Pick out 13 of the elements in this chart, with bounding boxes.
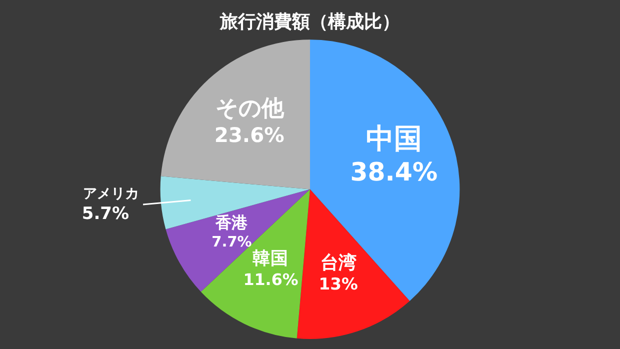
data-label: 5.7% bbox=[82, 204, 130, 224]
data-label: 38.4% bbox=[350, 158, 438, 187]
chart-title: 旅行消費額（構成比） bbox=[219, 11, 400, 32]
slice-label: 中国 bbox=[366, 122, 422, 155]
slice-label: その他 bbox=[215, 95, 284, 122]
slice-label: 韓国 bbox=[252, 248, 289, 270]
slice-label: 台湾 bbox=[320, 252, 356, 274]
data-label: 11.6% bbox=[243, 270, 298, 289]
data-label: 7.7% bbox=[212, 234, 252, 251]
data-label: 23.6% bbox=[214, 122, 284, 147]
slice-label: 香港 bbox=[214, 212, 249, 232]
data-label: 13% bbox=[318, 274, 358, 294]
slice-label: アメリカ bbox=[83, 186, 140, 202]
